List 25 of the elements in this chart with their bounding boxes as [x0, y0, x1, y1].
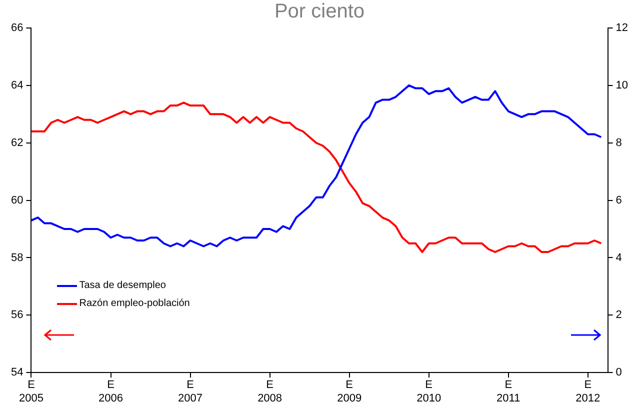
legend-label: Razón empleo-población	[79, 298, 190, 310]
y-tick-label: 66	[10, 22, 24, 34]
y2-tick-label: 6	[616, 194, 622, 206]
y-tick-label: 58	[10, 252, 24, 264]
x-tick-label: E 2008	[258, 379, 282, 404]
y2-tick-label: 10	[616, 79, 628, 92]
x-tick-label: E 2007	[178, 379, 203, 404]
x-tick-label: E 2011	[496, 379, 520, 404]
x-tick-label: E 2009	[337, 379, 362, 404]
y-tick-label: 60	[10, 194, 24, 206]
y2-tick-label: 8	[616, 136, 622, 149]
x-tick-label: E 2012	[576, 379, 600, 404]
y2-tick-label: 4	[616, 252, 622, 264]
y2-tick-label: 0	[616, 366, 622, 379]
y-tick-label: 64	[10, 79, 24, 92]
y-tick-label: 54	[10, 366, 24, 379]
y2-tick-label: 2	[616, 309, 622, 322]
y2-tick-label: 12	[616, 22, 628, 34]
x-tick-label: E 2006	[98, 379, 123, 404]
chart-title: Por ciento	[274, 0, 365, 23]
x-tick-label: E 2005	[18, 379, 44, 404]
legend-label: Tasa de desempleo	[79, 280, 166, 292]
y-tick-label: 62	[10, 136, 24, 149]
x-tick-label: E 2010	[416, 379, 442, 404]
y-tick-label: 56	[10, 309, 24, 322]
